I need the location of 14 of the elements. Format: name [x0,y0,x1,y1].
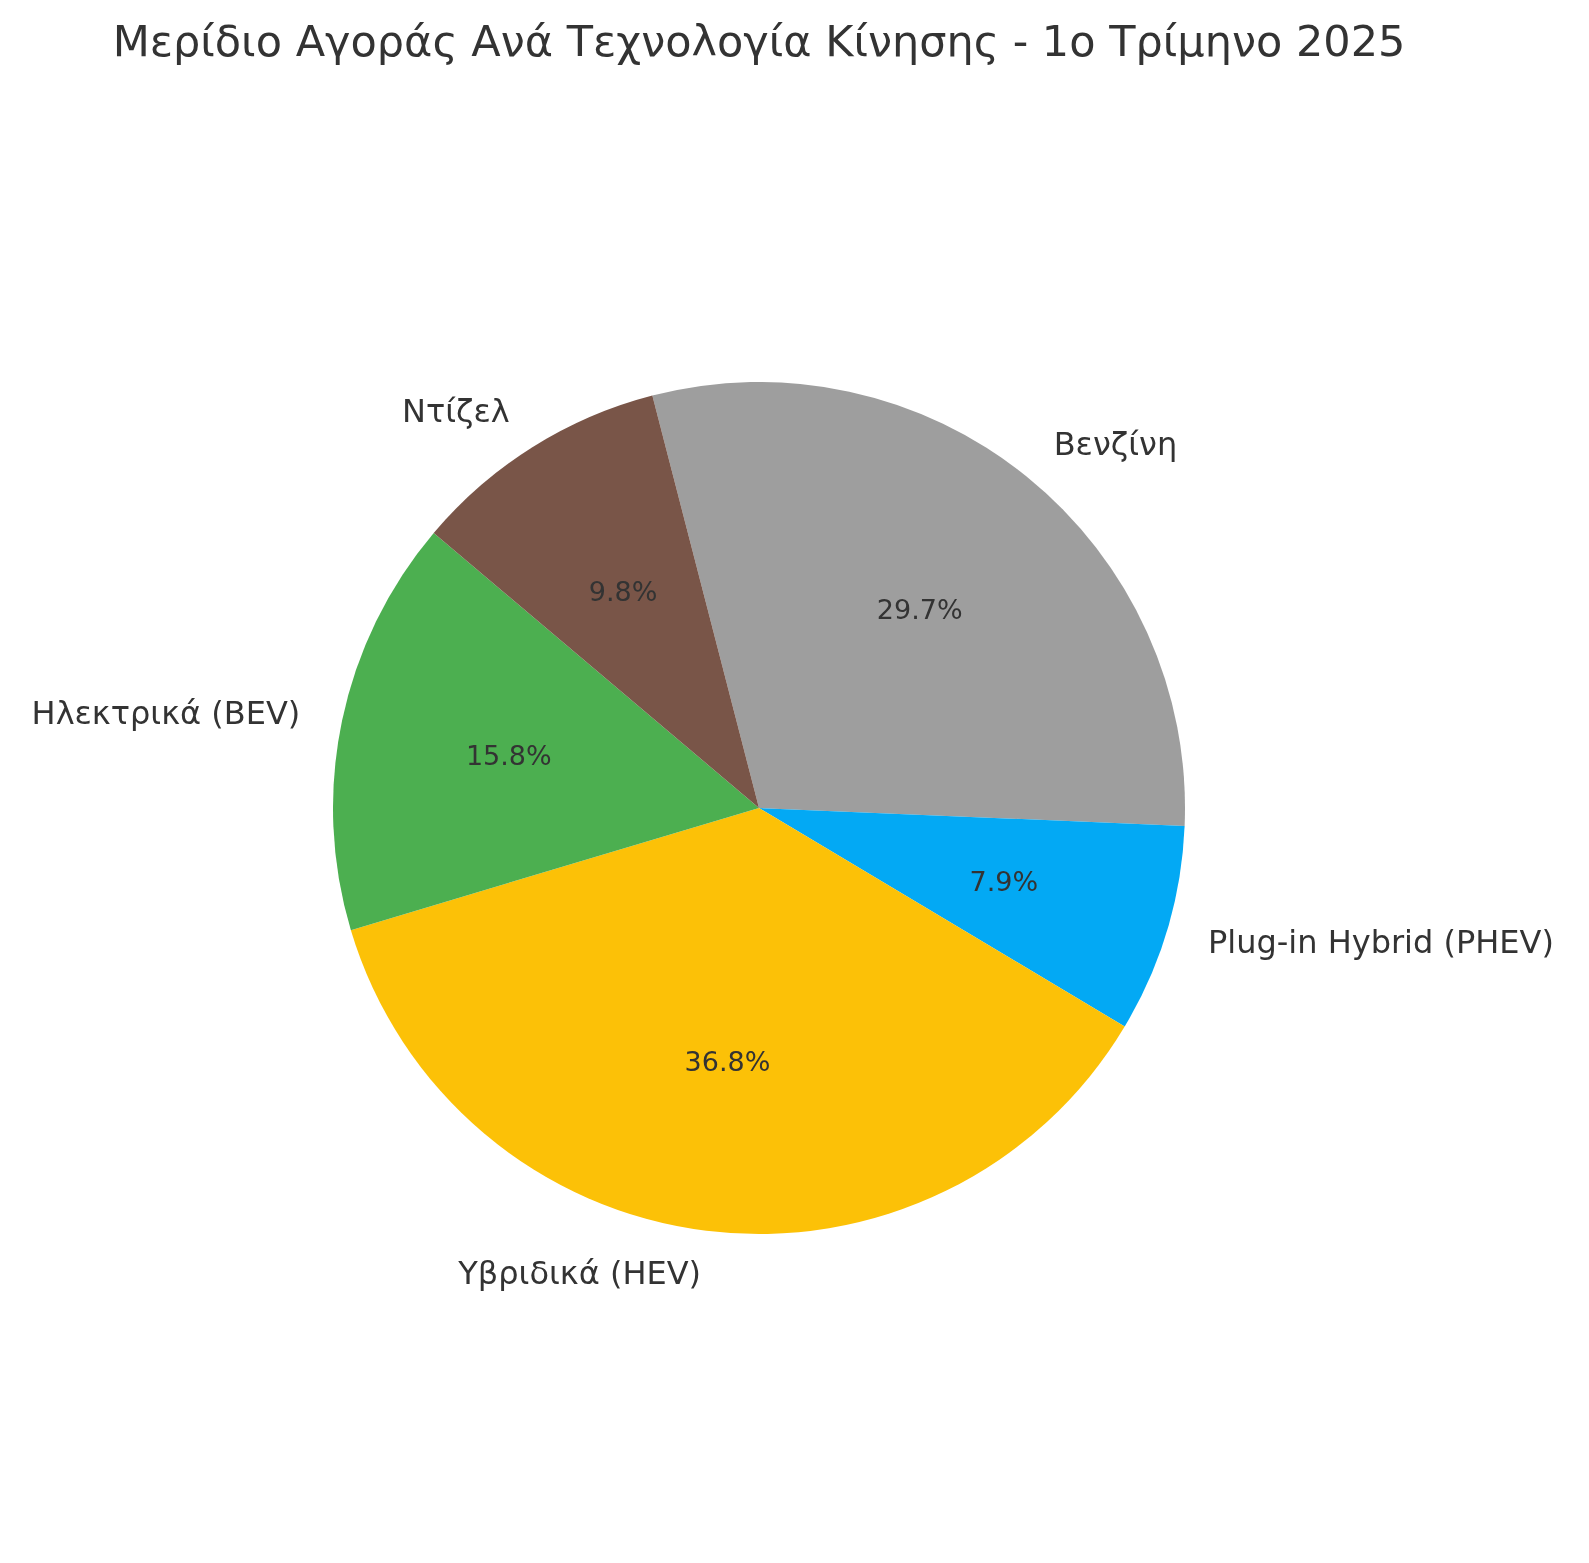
pie-slice [350,808,1125,1234]
slice-label: Plug-in Hybrid (PHEV) [1207,923,1554,962]
pie-slice [759,808,1185,1027]
chart-title: Μερίδιο Αγοράς Ανά Τεχνολογία Κίνησης - 1ο Τρίμηνο 2025 [112,16,1406,66]
data-label: 15.8% [465,740,552,772]
slice-label: Ηλεκτρικά (BEV) [31,693,301,732]
slice-label: Βενζίνη [1053,424,1178,463]
data-label: 36.8% [684,1046,771,1078]
slice-label: Ντίζελ [402,392,510,431]
slice-label: Υβριδικά (HEV) [457,1254,702,1293]
data-label: 29.7% [876,593,963,625]
pie-slice [333,532,759,931]
data-label: 9.8% [588,576,658,608]
data-label: 7.9% [969,865,1039,897]
